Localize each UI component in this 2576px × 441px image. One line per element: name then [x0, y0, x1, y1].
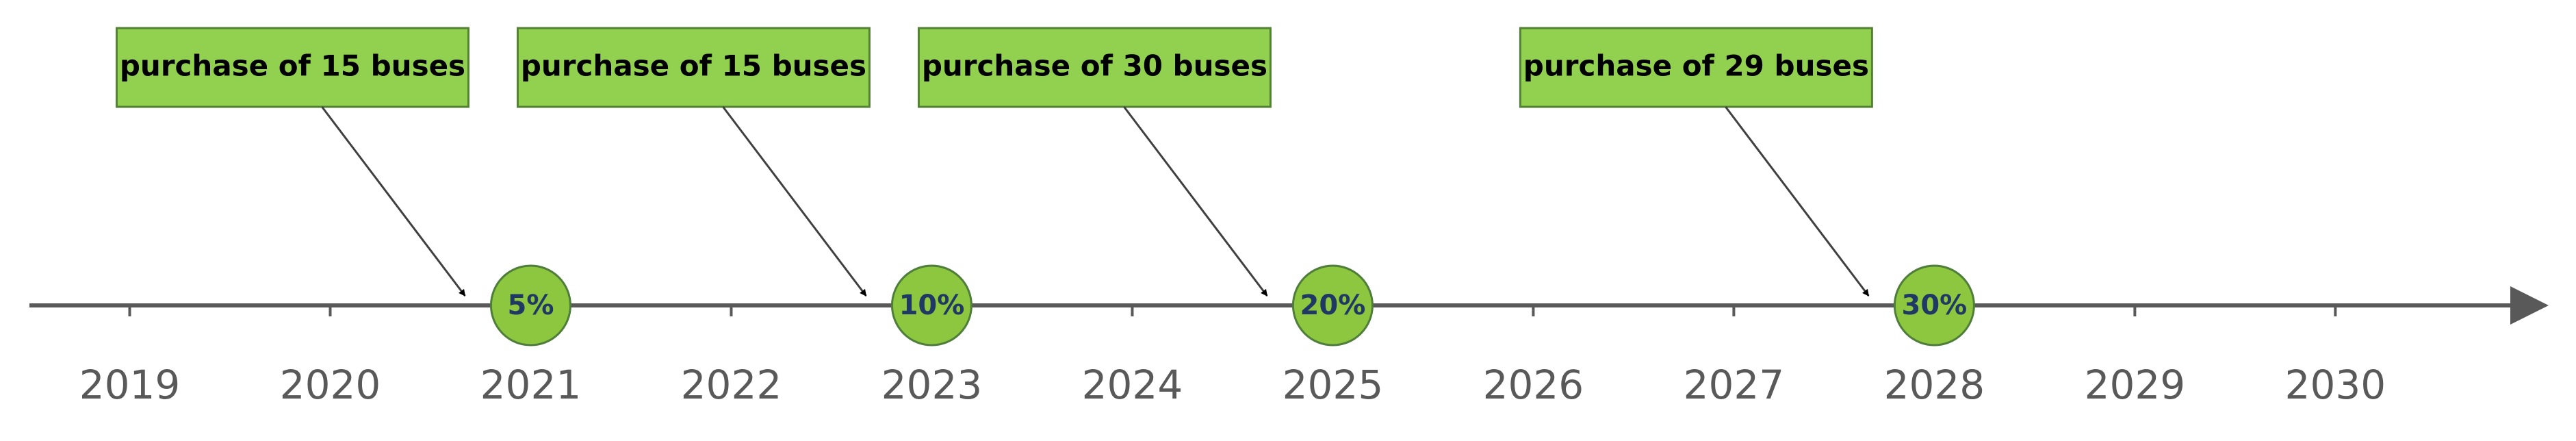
callout-label: purchase of 29 buses: [1523, 49, 1869, 83]
milestone: [489, 264, 571, 346]
milestone-label: 30%: [1902, 290, 1968, 321]
x-tick-label: 2022: [681, 362, 782, 408]
milestone: [1291, 264, 1374, 346]
milestone: [890, 264, 973, 346]
callout-arrow: [1123, 106, 1268, 297]
x-tick-label: 2023: [881, 362, 983, 408]
callout-box: [1519, 27, 1873, 108]
x-tick-label: 2019: [79, 362, 181, 408]
x-tick-label: 2024: [1082, 362, 1183, 408]
milestone-label: 20%: [1300, 290, 1366, 321]
x-tick-label: 2027: [1684, 362, 1785, 408]
callout-label: purchase of 30 buses: [922, 49, 1267, 83]
callout-box: [115, 27, 469, 108]
callout-label: purchase of 15 buses: [120, 49, 465, 83]
callout-box: [917, 27, 1272, 108]
x-tick-label: 2021: [480, 362, 582, 408]
x-tick-label: 2025: [1283, 362, 1384, 408]
milestone: [1893, 264, 1975, 346]
axis-arrow: [2510, 286, 2549, 325]
x-tick-label: 2030: [2285, 362, 2386, 408]
milestone-label: 10%: [899, 290, 965, 321]
x-tick-label: 2026: [1483, 362, 1584, 408]
callout-box: [516, 27, 871, 108]
callout-arrow: [321, 106, 466, 297]
callout-arrow: [722, 106, 867, 297]
callout-arrow: [1725, 106, 1870, 297]
x-tick-label: 2020: [280, 362, 381, 408]
milestone-label: 5%: [508, 290, 554, 321]
x-tick-label: 2029: [2085, 362, 2186, 408]
callout-label: purchase of 15 buses: [521, 49, 866, 83]
x-tick-label: 2028: [1884, 362, 1985, 408]
